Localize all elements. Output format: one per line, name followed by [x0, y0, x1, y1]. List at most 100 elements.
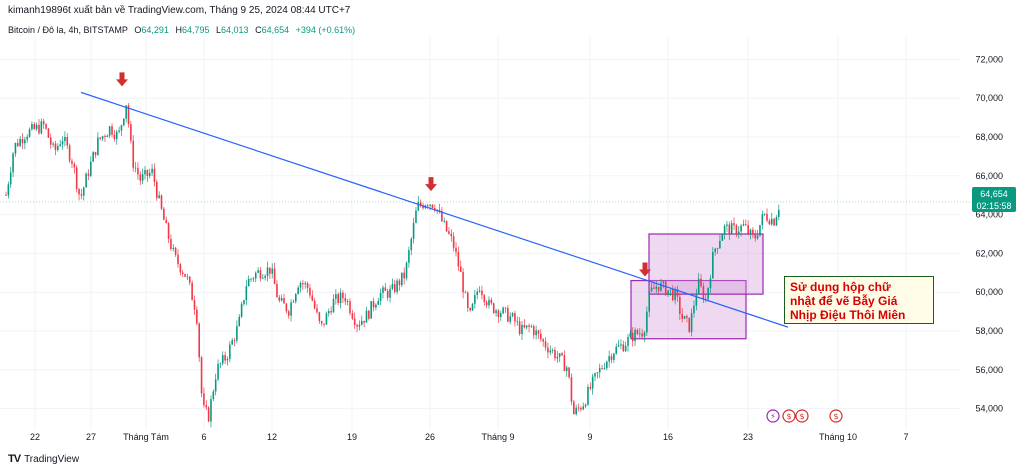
candle-body	[403, 272, 405, 279]
candle-body	[370, 301, 372, 319]
candle-body	[730, 223, 733, 235]
tradingview-brand: TradingView	[24, 453, 80, 465]
candle-body	[54, 143, 57, 150]
candle-body	[26, 136, 29, 140]
candle-body	[690, 313, 693, 332]
candle-body	[123, 118, 125, 126]
candle-body	[563, 355, 566, 371]
y-tick-label: 60,000	[975, 287, 1003, 297]
candle-body	[580, 407, 582, 410]
x-tick-label: Tháng 10	[819, 432, 857, 442]
candle-body	[464, 292, 467, 294]
candle-body	[756, 235, 759, 239]
dollar-badge-icon[interactable]: $	[782, 409, 796, 423]
x-tick-label: 6	[201, 432, 206, 442]
candle-body	[238, 316, 241, 327]
candle-body	[73, 163, 76, 168]
tradingview-logo[interactable]: TV TradingView	[8, 453, 79, 465]
candle-body	[523, 324, 526, 328]
candle-body	[144, 170, 146, 175]
symbol-name[interactable]: Bitcoin / Đô la, 4h, BITSTAMP	[8, 25, 128, 35]
candle-body	[547, 347, 549, 353]
arrow-head	[639, 269, 651, 277]
candle-body	[252, 278, 255, 280]
candle-body	[483, 295, 486, 302]
dollar-badge-icon[interactable]: $	[795, 409, 809, 423]
candle-body	[745, 224, 747, 226]
candle-body	[217, 363, 219, 380]
low-label: L	[216, 25, 222, 35]
candle-body	[681, 314, 683, 319]
dollar-badge-icon[interactable]: $	[829, 409, 843, 423]
candle-body	[410, 238, 413, 251]
candle-body	[247, 278, 250, 287]
candle-body	[85, 173, 87, 188]
candle-body	[488, 299, 490, 306]
candle-body	[148, 172, 151, 176]
candle-body	[610, 356, 613, 360]
x-tick-label: 22	[30, 432, 40, 442]
annotation-note[interactable]: Sử dụng hộp chữ nhật để vẽ Bẫy Giá Nhịp …	[784, 276, 934, 324]
candle-body	[655, 286, 658, 289]
candle-body	[540, 333, 542, 340]
candle-body	[707, 287, 709, 300]
candle-body	[302, 283, 304, 285]
candle-body	[207, 407, 210, 422]
candle-body	[172, 247, 175, 250]
candle-body	[615, 346, 618, 354]
candle-body	[438, 209, 441, 211]
arrow-shaft	[428, 177, 434, 186]
candle-body	[33, 124, 36, 129]
candle-body	[125, 105, 127, 119]
candle-body	[229, 344, 231, 359]
trendline[interactable]	[80, 91, 789, 328]
candle-body	[127, 105, 130, 125]
high-value: 64,795	[181, 25, 210, 35]
candle-body	[193, 300, 196, 310]
candle-body	[212, 391, 215, 400]
candle-body	[99, 137, 102, 139]
candle-body	[344, 298, 347, 302]
candle-body	[761, 214, 764, 225]
candle-body	[434, 208, 436, 211]
candle-body	[196, 309, 198, 324]
high-label: H	[175, 25, 182, 35]
candle-body	[688, 317, 691, 332]
candle-body	[622, 344, 625, 352]
lightning-badge-icon[interactable]: ⚡	[766, 409, 780, 423]
candle-body	[664, 281, 667, 295]
candle-body	[45, 124, 47, 129]
open-value: 64,291	[141, 25, 169, 35]
candle-body	[693, 305, 695, 314]
badge-ring	[766, 409, 780, 423]
candle-body	[502, 307, 504, 314]
candle-body	[577, 407, 580, 409]
candle-body	[620, 344, 622, 346]
candle-body	[478, 290, 481, 292]
candle-body	[393, 284, 396, 292]
candle-body	[139, 174, 142, 181]
candle-body	[643, 332, 646, 337]
candle-body	[75, 167, 78, 189]
candle-body	[462, 272, 464, 293]
candle-body	[749, 229, 752, 234]
candle-body	[318, 312, 321, 322]
candle-body	[570, 377, 573, 402]
candles	[5, 103, 780, 428]
candle-body	[184, 274, 186, 277]
candle-body	[104, 136, 106, 137]
candle-body	[130, 124, 132, 141]
price-trap-box-upper[interactable]	[648, 233, 764, 295]
candle-body	[596, 372, 599, 374]
candle-body	[205, 405, 208, 408]
candle-body	[474, 294, 476, 304]
close-value: 64,654	[261, 25, 290, 35]
symbol-legend: Bitcoin / Đô la, 4h, BITSTAMP O64,291 H6…	[8, 25, 355, 35]
candle-body	[495, 310, 497, 314]
candle-body	[613, 353, 615, 360]
candle-body	[61, 141, 64, 145]
candle-body	[629, 332, 632, 338]
candle-body	[35, 124, 38, 129]
candle-body	[532, 326, 535, 336]
